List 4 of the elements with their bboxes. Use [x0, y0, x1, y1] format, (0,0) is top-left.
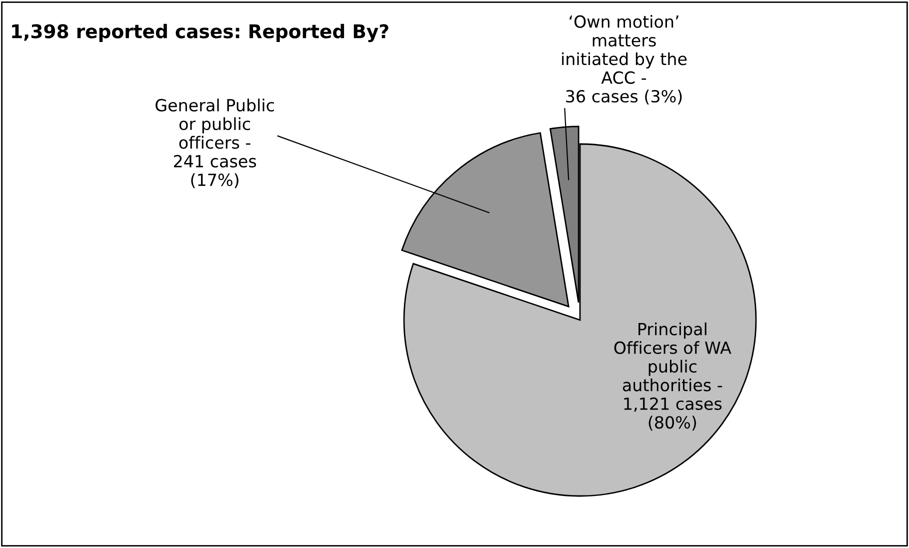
slice-label: ‘Own motion’ matters initiated by the ACC - 36 cases (3%) [562, 15, 687, 105]
slice-label: General Public or public officers - 241 cases (17%) [156, 98, 274, 188]
slice-label: Principal Officers of WA public authorities - 1,121 cases (80%) [614, 322, 732, 431]
chart-title: 1,398 reported cases: Reported By? [12, 24, 388, 42]
